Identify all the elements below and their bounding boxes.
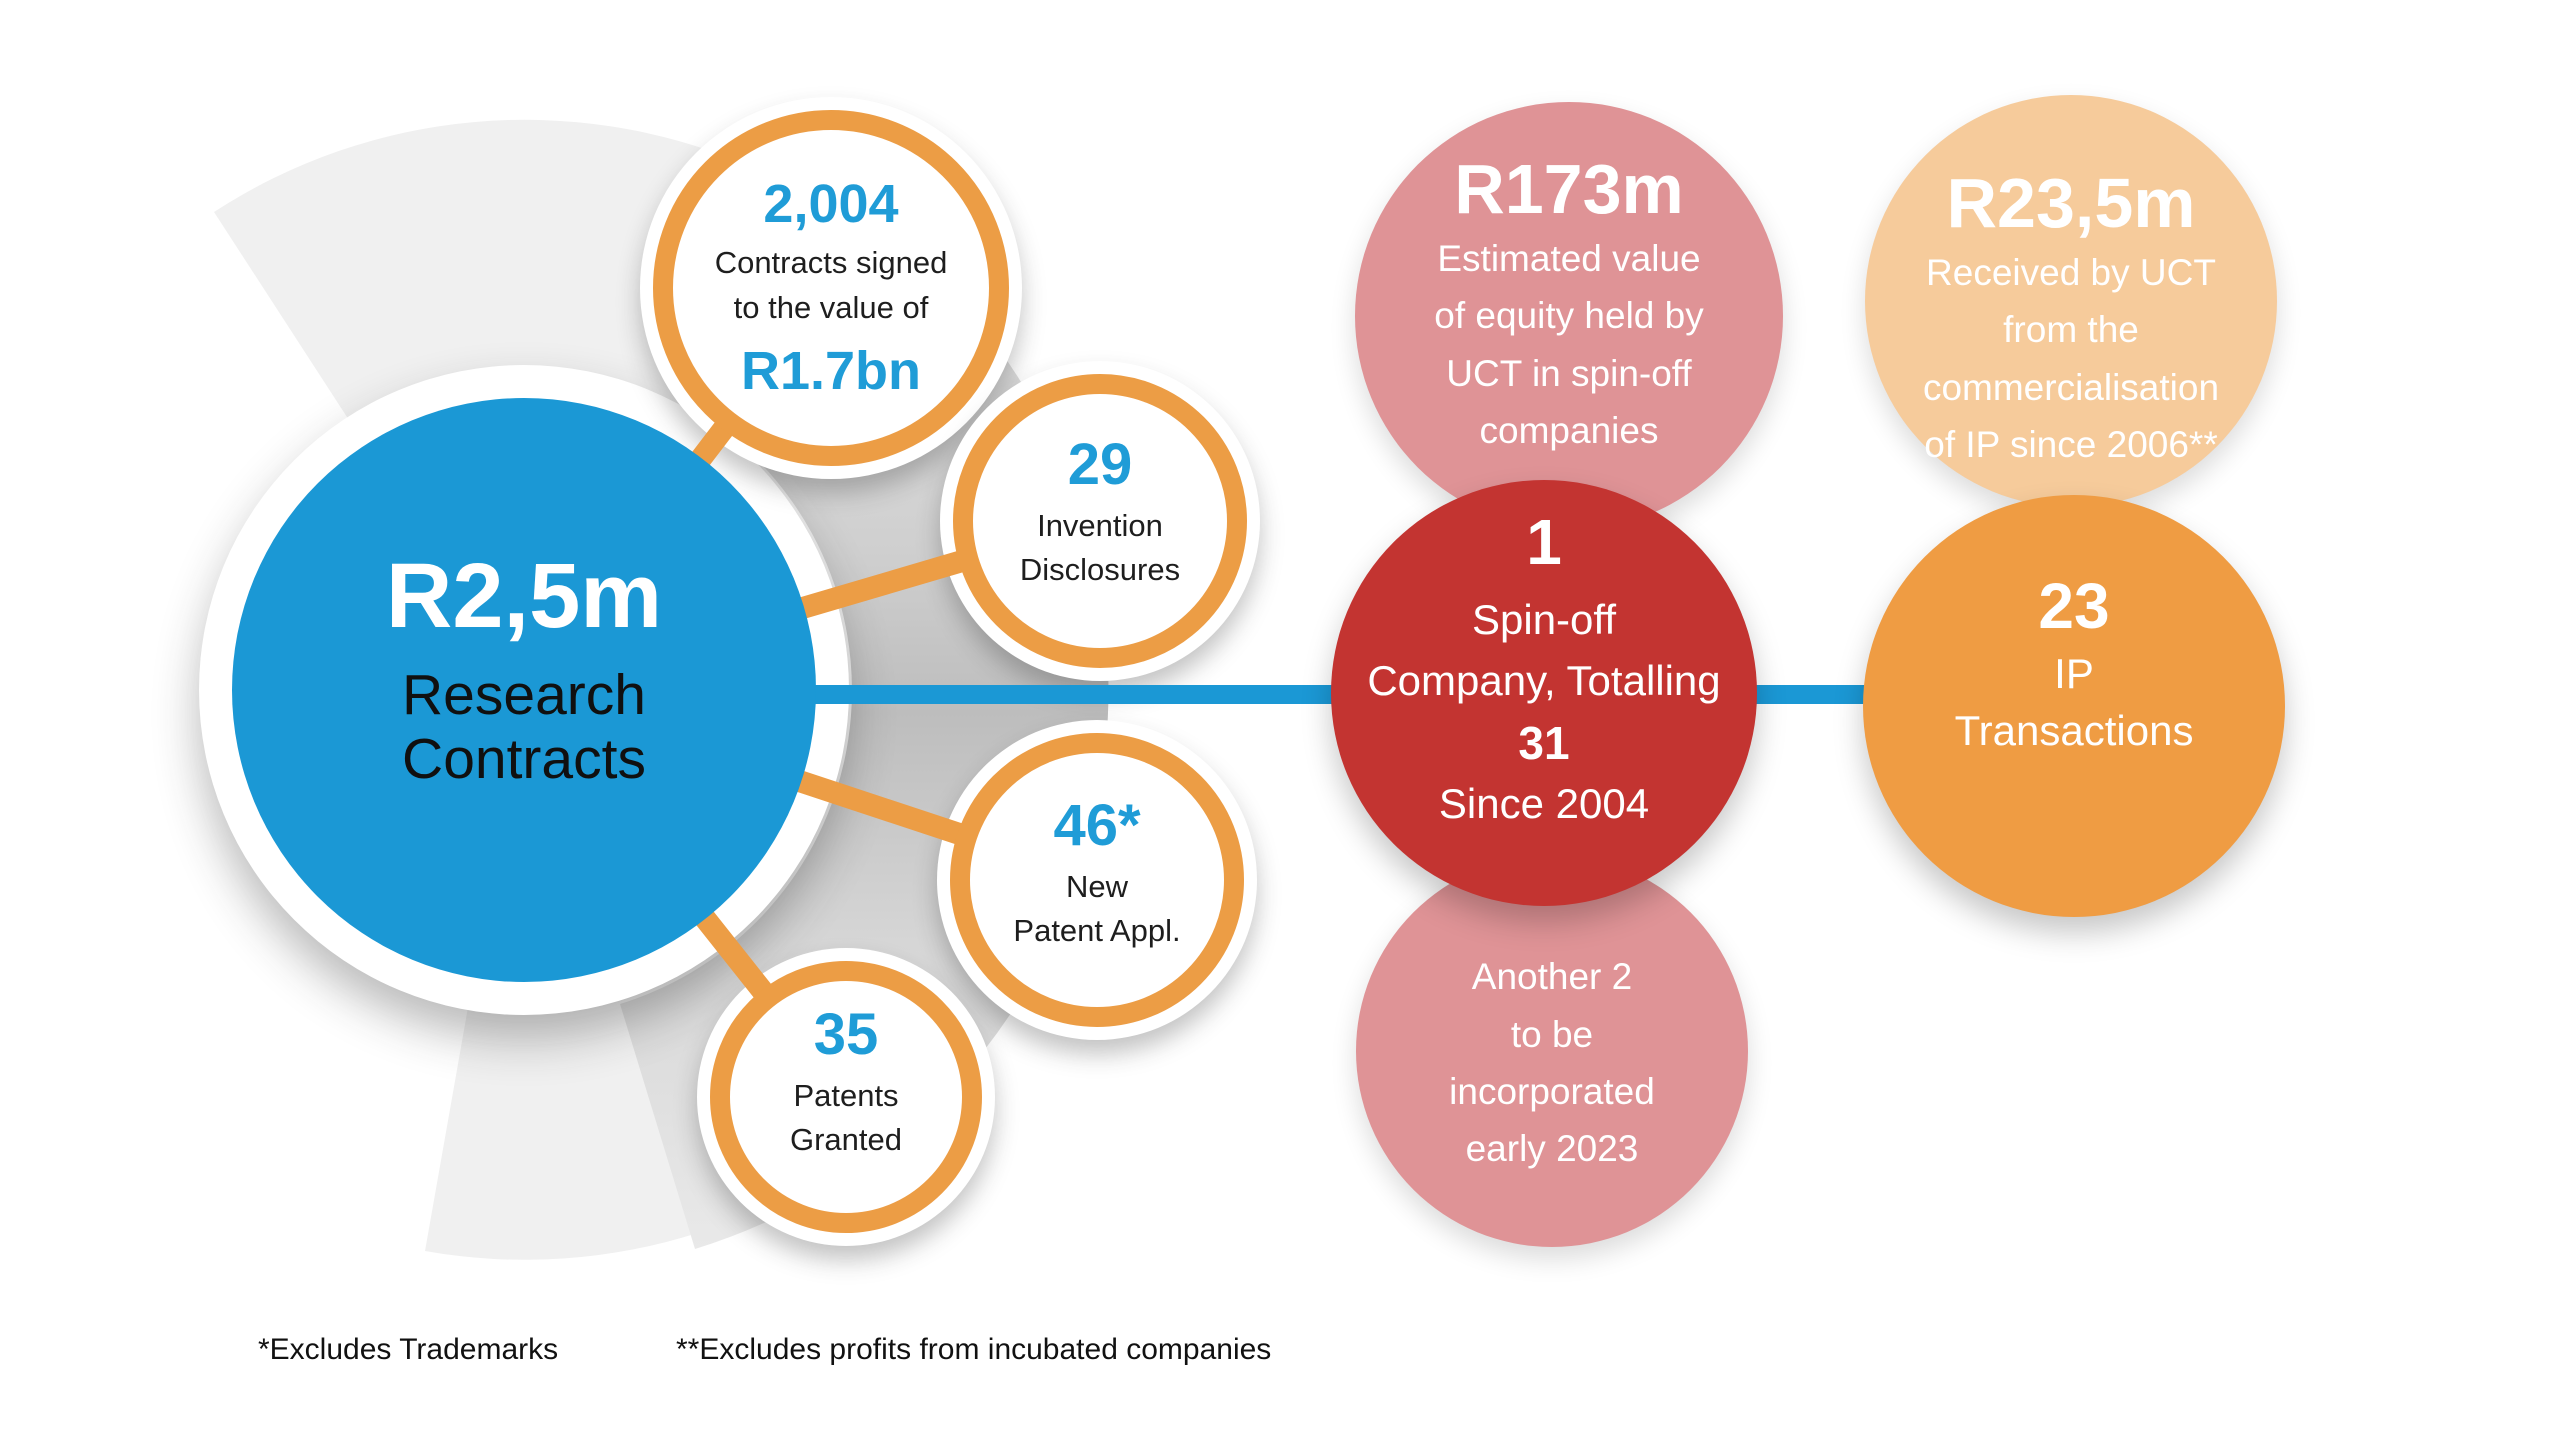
spin-off-company-circle: 1 Spin-off Company, Totalling 31 Since 2… bbox=[1331, 480, 1757, 906]
contracts-signed-circle: 2,004 Contracts signed to the value of R… bbox=[653, 110, 1009, 466]
ip-income-line3: commercialisation bbox=[1922, 366, 2220, 408]
equity-line2: of equity held by bbox=[1434, 295, 1704, 337]
footnote-incubated-profits: **Excludes profits from incubated compan… bbox=[676, 1333, 1272, 1366]
contracts-signed-line1: Contracts signed bbox=[714, 245, 948, 281]
ip-transactions-circle: 23 IP Transactions bbox=[1863, 495, 2285, 917]
ip-transactions-count: 23 bbox=[2038, 569, 2110, 642]
invention-disclosures-line1: Invention bbox=[1037, 507, 1163, 543]
footnote-trademarks: *Excludes Trademarks bbox=[258, 1333, 559, 1366]
new-patent-applications-line1: New bbox=[1065, 868, 1128, 904]
ip-income-line1: Received by UCT bbox=[1926, 251, 2216, 293]
contracts-signed-value: R1.7bn bbox=[740, 340, 922, 401]
spin-off-since: Since 2004 bbox=[1438, 780, 1650, 828]
ip-income-value: R23,5m bbox=[1946, 163, 2196, 242]
contracts-signed-count: 2,004 bbox=[763, 174, 899, 235]
pipeline-line3: incorporated bbox=[1449, 1071, 1655, 1112]
invention-disclosures-line2: Disclosures bbox=[1019, 552, 1181, 588]
equity-line4: companies bbox=[1479, 409, 1659, 451]
ip-transactions-line2: Transactions bbox=[1954, 706, 2194, 754]
hub-label-line2: Contracts bbox=[402, 727, 646, 792]
new-patent-applications-count: 46* bbox=[1053, 792, 1141, 858]
hub-label-line1: Research bbox=[402, 663, 646, 728]
incorporation-pipeline-circle: Another 2 to be incorporated early 2023 bbox=[1356, 855, 1748, 1247]
pipeline-line1: Another 2 bbox=[1471, 956, 1633, 998]
new-patent-applications-circle: 46* New Patent Appl. bbox=[950, 733, 1244, 1027]
equity-value: R173m bbox=[1454, 149, 1684, 228]
invention-disclosures-count: 29 bbox=[1067, 431, 1133, 497]
new-patent-applications-line2: Patent Appl. bbox=[1013, 913, 1181, 949]
equity-value-circle: R173m Estimated value of equity held by … bbox=[1355, 102, 1783, 530]
equity-line3: UCT in spin-off bbox=[1446, 352, 1692, 394]
pipeline-line4: early 2023 bbox=[1465, 1128, 1639, 1170]
hub-value: R2,5m bbox=[385, 544, 663, 647]
ip-income-line4: of IP since 2006** bbox=[1924, 423, 2218, 465]
spin-off-total: 31 bbox=[1518, 716, 1570, 769]
ip-income-circle: R23,5m Received by UCT from the commerci… bbox=[1865, 95, 2277, 507]
spin-off-line2: Company, Totalling bbox=[1367, 657, 1721, 705]
patents-granted-count: 35 bbox=[813, 1001, 879, 1067]
research-contracts-circle: R2,5m Research Contracts bbox=[232, 398, 816, 982]
patents-granted-line1: Patents bbox=[793, 1077, 899, 1113]
pipeline-line2: to be bbox=[1510, 1013, 1594, 1055]
spin-off-line1: Spin-off bbox=[1472, 596, 1616, 644]
patents-granted-circle: 35 Patents Granted bbox=[710, 961, 982, 1233]
equity-line1: Estimated value bbox=[1437, 237, 1701, 279]
spin-off-count: 1 bbox=[1526, 506, 1562, 579]
ip-transactions-line1: IP bbox=[2054, 649, 2094, 697]
contracts-signed-line2: to the value of bbox=[733, 290, 929, 325]
patents-granted-line2: Granted bbox=[789, 1122, 902, 1158]
invention-disclosures-circle: 29 Invention Disclosures bbox=[953, 374, 1247, 668]
ip-income-line2: from the bbox=[2003, 309, 2139, 351]
